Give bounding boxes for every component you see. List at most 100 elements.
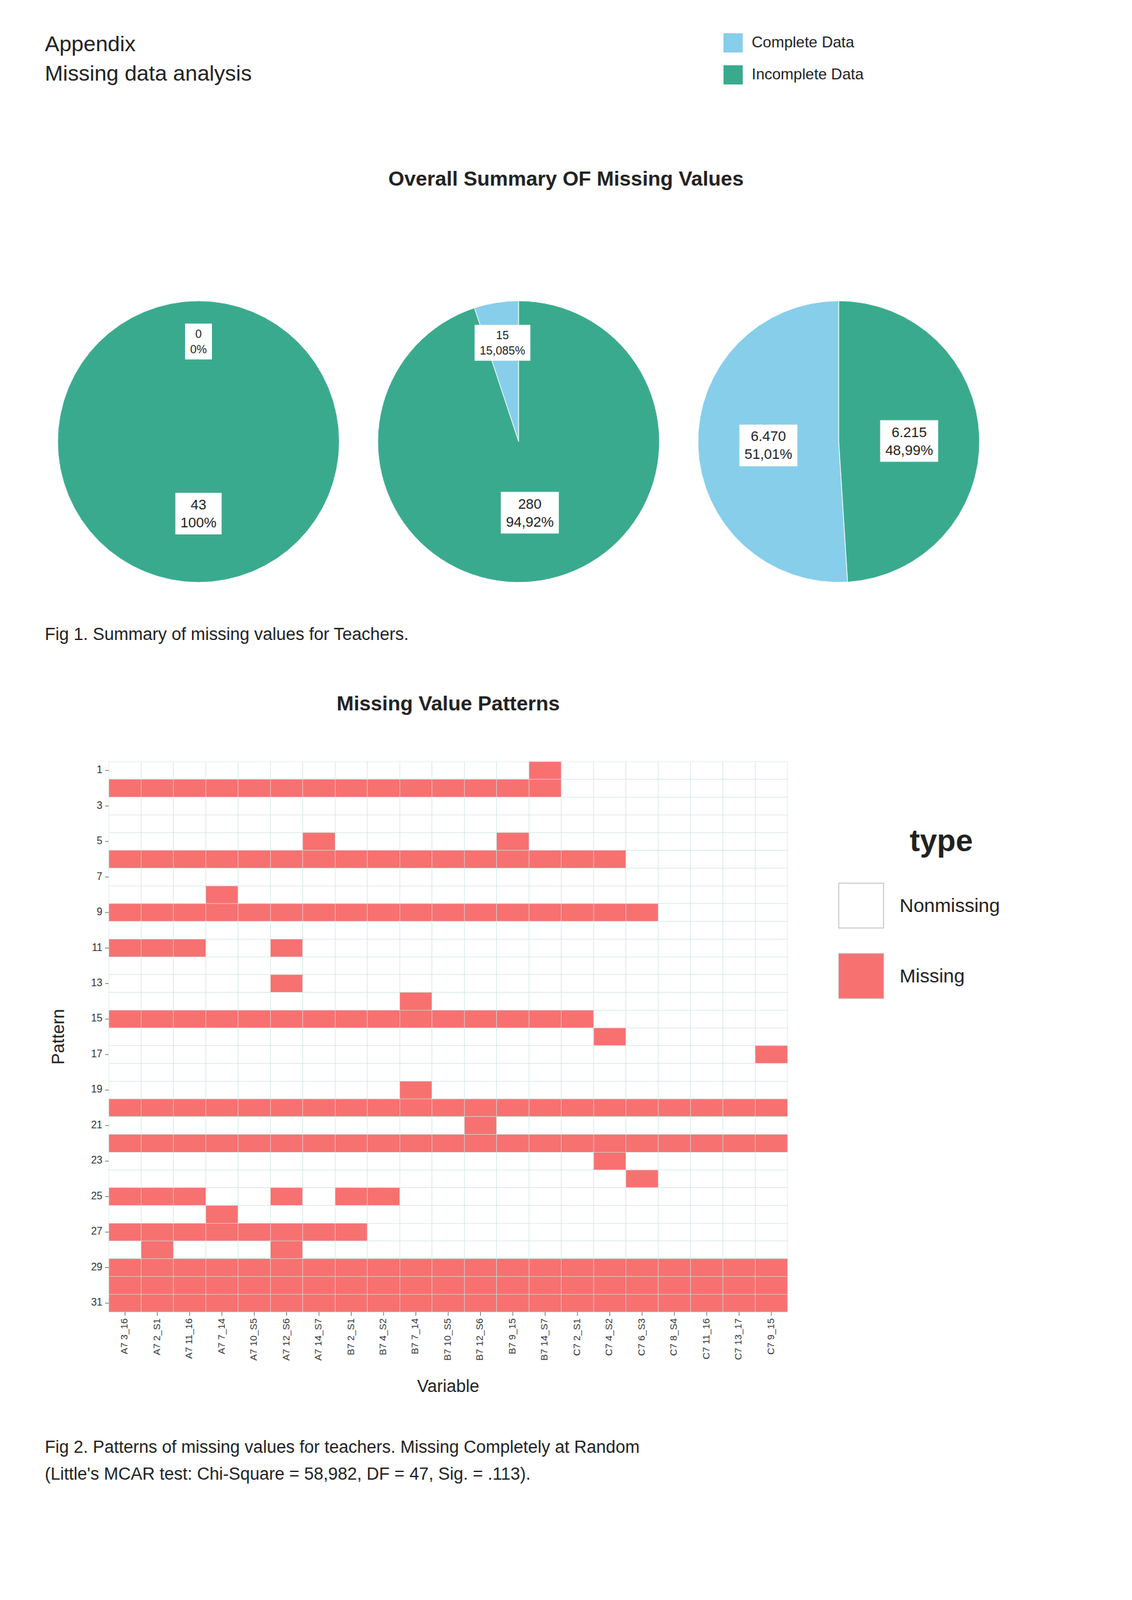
- cell: [302, 761, 335, 780]
- cell: [205, 975, 238, 994]
- cell: [722, 868, 755, 887]
- cell: [399, 797, 432, 816]
- cell: [722, 1277, 755, 1296]
- y-tick-label: 17: [90, 1048, 103, 1060]
- cell: [722, 1152, 755, 1171]
- cell: [173, 1010, 206, 1029]
- cell: [205, 1064, 238, 1083]
- x-tick-label: C7 4_S2: [603, 1318, 615, 1357]
- y-tick: [105, 1019, 109, 1020]
- x-tick: [544, 1312, 546, 1317]
- cell: [399, 1206, 432, 1225]
- cell: [140, 1223, 173, 1242]
- x-tick: [124, 1312, 126, 1317]
- cell: [173, 1206, 206, 1225]
- cell: [108, 1277, 141, 1296]
- cell: [399, 1152, 432, 1171]
- cell: [722, 815, 755, 833]
- pie-slice: [377, 300, 660, 583]
- cell: [173, 1135, 206, 1154]
- x-tick-label: B7 4_S2: [377, 1318, 389, 1357]
- cell: [626, 1170, 659, 1189]
- cell: [205, 1117, 238, 1136]
- x-tick-label: B7 2_S1: [345, 1318, 356, 1357]
- cell: [108, 761, 141, 780]
- cell: [496, 1152, 529, 1171]
- cell: [238, 1241, 271, 1260]
- cell: [367, 1064, 400, 1083]
- cell: [334, 761, 367, 780]
- cell: [626, 1294, 659, 1313]
- cell: [528, 850, 561, 869]
- cell: [755, 761, 788, 780]
- cell: [270, 921, 303, 940]
- cell: [173, 904, 206, 922]
- cell: [108, 1223, 141, 1242]
- x-tick: [415, 1312, 417, 1317]
- y-tick-label: 1: [96, 764, 103, 776]
- cell: [334, 939, 367, 958]
- cell: [334, 1206, 367, 1225]
- cell: [302, 1117, 335, 1136]
- label-background: [185, 323, 212, 360]
- plot-area: [108, 761, 788, 1313]
- cell: [658, 993, 691, 1011]
- cell: [367, 1188, 400, 1207]
- count-label: 43: [190, 496, 207, 513]
- cell: [108, 993, 141, 1011]
- cell: [108, 815, 141, 833]
- cell: [140, 939, 173, 958]
- cell: [593, 1206, 626, 1225]
- cell: [334, 1152, 367, 1171]
- y-tick: [105, 877, 109, 878]
- cell: [722, 939, 755, 958]
- x-tick-label: C7 2_S1: [571, 1318, 583, 1357]
- cell: [238, 904, 271, 922]
- cell: [173, 993, 206, 1011]
- count-label: 6.215: [891, 424, 927, 441]
- cell: [528, 939, 561, 958]
- cell: [140, 1152, 173, 1171]
- cell: [626, 832, 659, 851]
- cell: [334, 1241, 367, 1260]
- cell: [367, 1170, 400, 1189]
- x-tick-label: A7 3_16: [118, 1318, 130, 1355]
- cell: [528, 1188, 561, 1207]
- label-background: [175, 493, 222, 535]
- cell: [561, 1294, 594, 1313]
- cell: [399, 1099, 432, 1118]
- cell: [593, 1117, 626, 1136]
- percentage-label: 51,01%: [744, 446, 793, 463]
- cell: [399, 993, 432, 1011]
- y-tick: [105, 912, 109, 914]
- y-tick-label: 15: [90, 1012, 103, 1024]
- cell: [173, 779, 206, 798]
- cell: [690, 1010, 723, 1029]
- cell: [464, 1081, 497, 1100]
- cell: [205, 1259, 238, 1278]
- cell: [561, 779, 594, 798]
- cell: [432, 993, 465, 1011]
- cell: [464, 832, 497, 851]
- cell: [334, 815, 367, 833]
- cell: [464, 921, 497, 940]
- cell: [399, 975, 432, 994]
- cell: [270, 993, 303, 1011]
- x-tick: [609, 1312, 611, 1317]
- cell: [270, 850, 303, 869]
- x-tick-label: A7 12_S6: [280, 1318, 292, 1362]
- cell: [238, 1081, 271, 1100]
- cells: [108, 761, 788, 1313]
- cell: [561, 1064, 594, 1083]
- cell: [528, 1170, 561, 1189]
- cell: [690, 850, 723, 869]
- cell: [334, 1259, 367, 1278]
- cell: [140, 797, 173, 816]
- cell: [658, 832, 691, 851]
- cell: [626, 1028, 659, 1047]
- cell: [302, 797, 335, 816]
- cell: [528, 868, 561, 887]
- cell: [593, 1188, 626, 1207]
- y-tick: [105, 1054, 109, 1056]
- cell: [593, 1294, 626, 1313]
